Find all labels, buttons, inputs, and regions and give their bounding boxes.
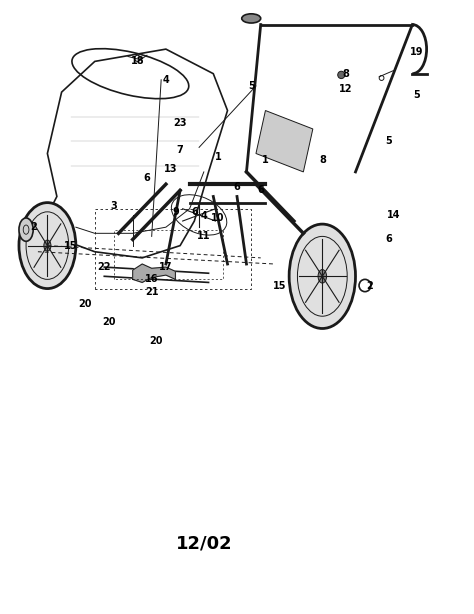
- Text: 18: 18: [131, 56, 144, 66]
- Text: 8: 8: [319, 155, 326, 165]
- Text: 20: 20: [102, 317, 116, 327]
- Text: 3: 3: [110, 201, 117, 211]
- Text: 11: 11: [197, 231, 210, 241]
- Ellipse shape: [19, 218, 33, 241]
- Text: 2: 2: [366, 281, 373, 290]
- Polygon shape: [133, 264, 175, 282]
- Text: 7: 7: [177, 146, 183, 155]
- Text: 1: 1: [215, 152, 221, 161]
- Text: 20: 20: [150, 336, 163, 346]
- Ellipse shape: [337, 71, 345, 79]
- Text: 22: 22: [98, 262, 111, 272]
- Text: 6: 6: [234, 182, 240, 192]
- Text: 12: 12: [339, 84, 353, 94]
- Text: 4: 4: [163, 75, 169, 85]
- Text: 21: 21: [145, 287, 158, 297]
- Text: 15: 15: [64, 241, 78, 251]
- Ellipse shape: [318, 270, 327, 283]
- Text: 6: 6: [191, 207, 198, 217]
- Text: 5: 5: [248, 81, 255, 91]
- Text: 16: 16: [145, 274, 158, 284]
- Text: 5: 5: [385, 136, 392, 146]
- Ellipse shape: [242, 14, 261, 23]
- Text: 2: 2: [30, 222, 36, 232]
- Text: 14: 14: [387, 210, 400, 220]
- Text: 8: 8: [343, 69, 349, 79]
- Text: 6: 6: [385, 235, 392, 244]
- Text: 17: 17: [159, 262, 173, 272]
- Text: 13: 13: [164, 164, 177, 174]
- Ellipse shape: [289, 224, 356, 328]
- Polygon shape: [256, 111, 313, 172]
- Text: 15: 15: [273, 281, 286, 290]
- Text: 1: 1: [262, 155, 269, 165]
- Text: 4: 4: [201, 211, 207, 221]
- Text: 12/02: 12/02: [175, 534, 232, 553]
- Text: 6: 6: [144, 173, 150, 183]
- Ellipse shape: [44, 240, 51, 251]
- Text: 5: 5: [414, 90, 420, 100]
- Ellipse shape: [19, 203, 76, 289]
- Text: 6: 6: [257, 185, 264, 195]
- Text: 10: 10: [211, 213, 225, 223]
- Text: 19: 19: [410, 47, 424, 57]
- Text: 20: 20: [79, 299, 92, 309]
- Text: 23: 23: [173, 118, 187, 128]
- Text: 9: 9: [172, 207, 179, 217]
